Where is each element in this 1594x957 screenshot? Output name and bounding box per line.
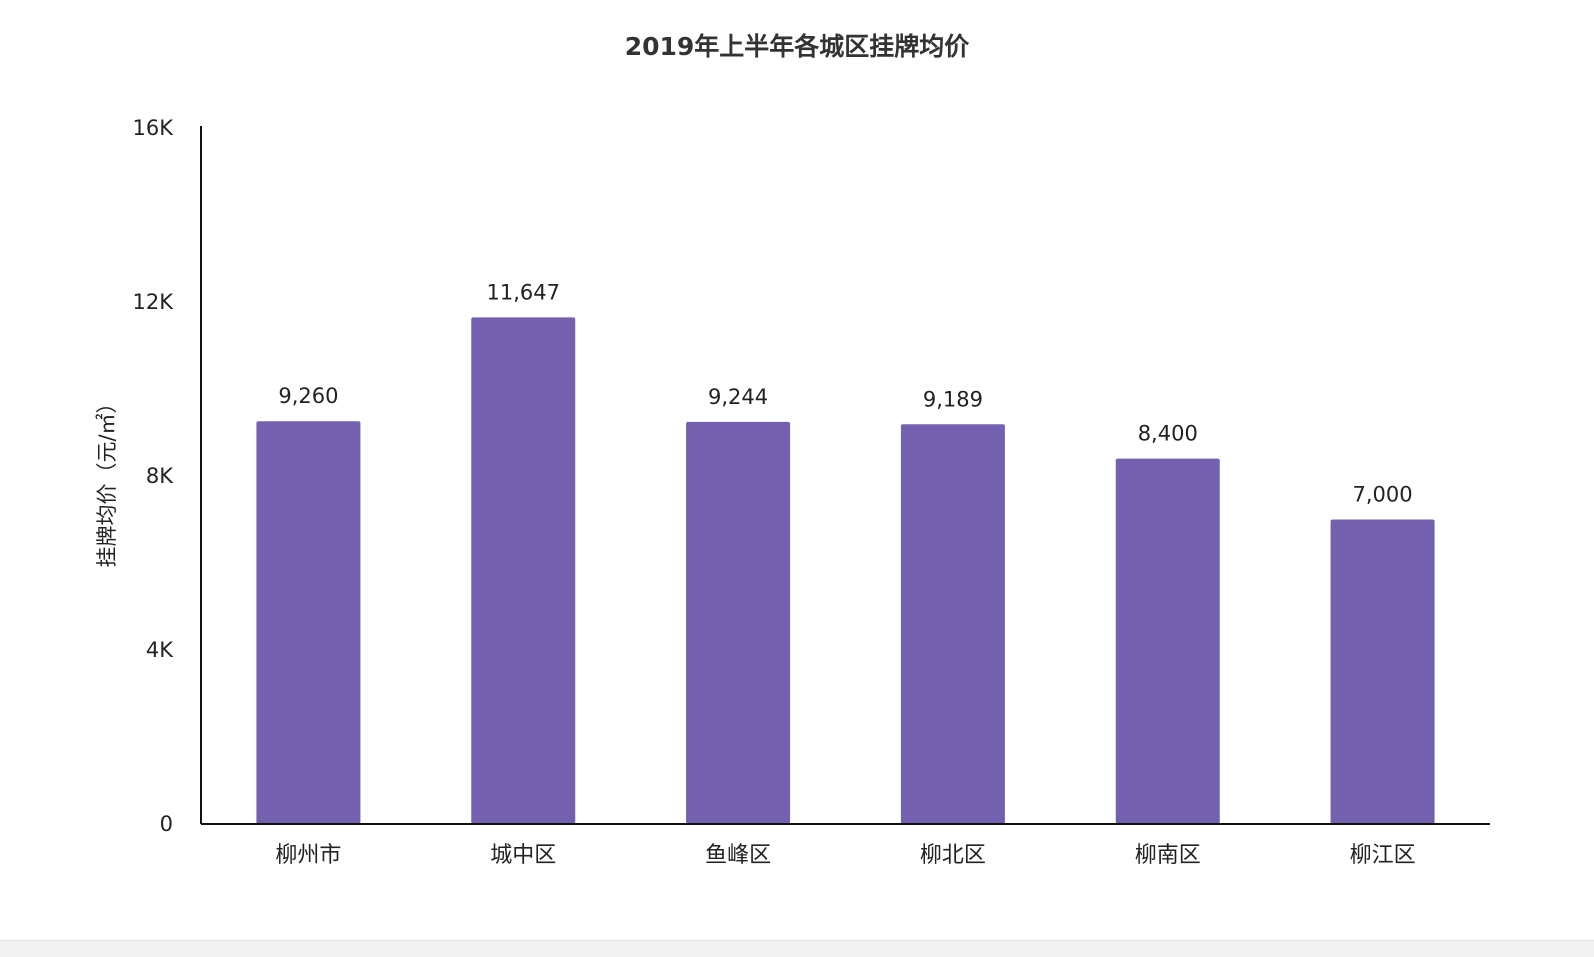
bars xyxy=(256,317,1435,824)
x-category-label: 柳南区 xyxy=(1135,843,1201,868)
bar-value-label: 8,400 xyxy=(1138,422,1198,446)
bar xyxy=(686,421,791,824)
y-tick-label: 12K xyxy=(133,290,175,314)
bar xyxy=(471,317,576,824)
data-labels: 9,260 11,647 9,244 9,189 8,400 7,000 xyxy=(278,280,1412,506)
x-axis-labels: 柳州市 城中区 鱼峰区 柳北区 柳南区 柳江区 xyxy=(275,843,1415,868)
bar-value-label: 9,260 xyxy=(278,384,338,408)
x-category-label: 柳北区 xyxy=(920,843,986,868)
x-category-label: 柳州市 xyxy=(275,843,341,868)
bar xyxy=(900,424,1005,824)
x-category-label: 城中区 xyxy=(490,843,556,868)
bottom-strip xyxy=(0,940,1594,957)
x-category-label: 柳江区 xyxy=(1350,843,1416,868)
y-axis-title: 挂牌均价（元/㎡） xyxy=(95,392,119,567)
bar-value-label: 11,647 xyxy=(487,280,560,304)
y-tick-label: 4K xyxy=(146,638,174,662)
bar-value-label: 7,000 xyxy=(1353,483,1413,507)
y-axis-ticks: 0 4K 8K 12K 16K xyxy=(133,116,175,836)
bar-value-label: 9,244 xyxy=(708,385,768,409)
bar xyxy=(1115,458,1220,824)
y-tick-label: 0 xyxy=(160,812,173,836)
bar-value-label: 9,189 xyxy=(923,387,983,411)
bar xyxy=(256,421,361,824)
y-tick-label: 16K xyxy=(133,116,175,140)
bar xyxy=(1330,519,1435,824)
y-axis-title-group: 挂牌均价（元/㎡） xyxy=(95,392,119,567)
chart-title: 2019年上半年各城区挂牌均价 xyxy=(625,32,971,61)
x-category-label: 鱼峰区 xyxy=(705,843,771,868)
y-tick-label: 8K xyxy=(146,464,174,488)
